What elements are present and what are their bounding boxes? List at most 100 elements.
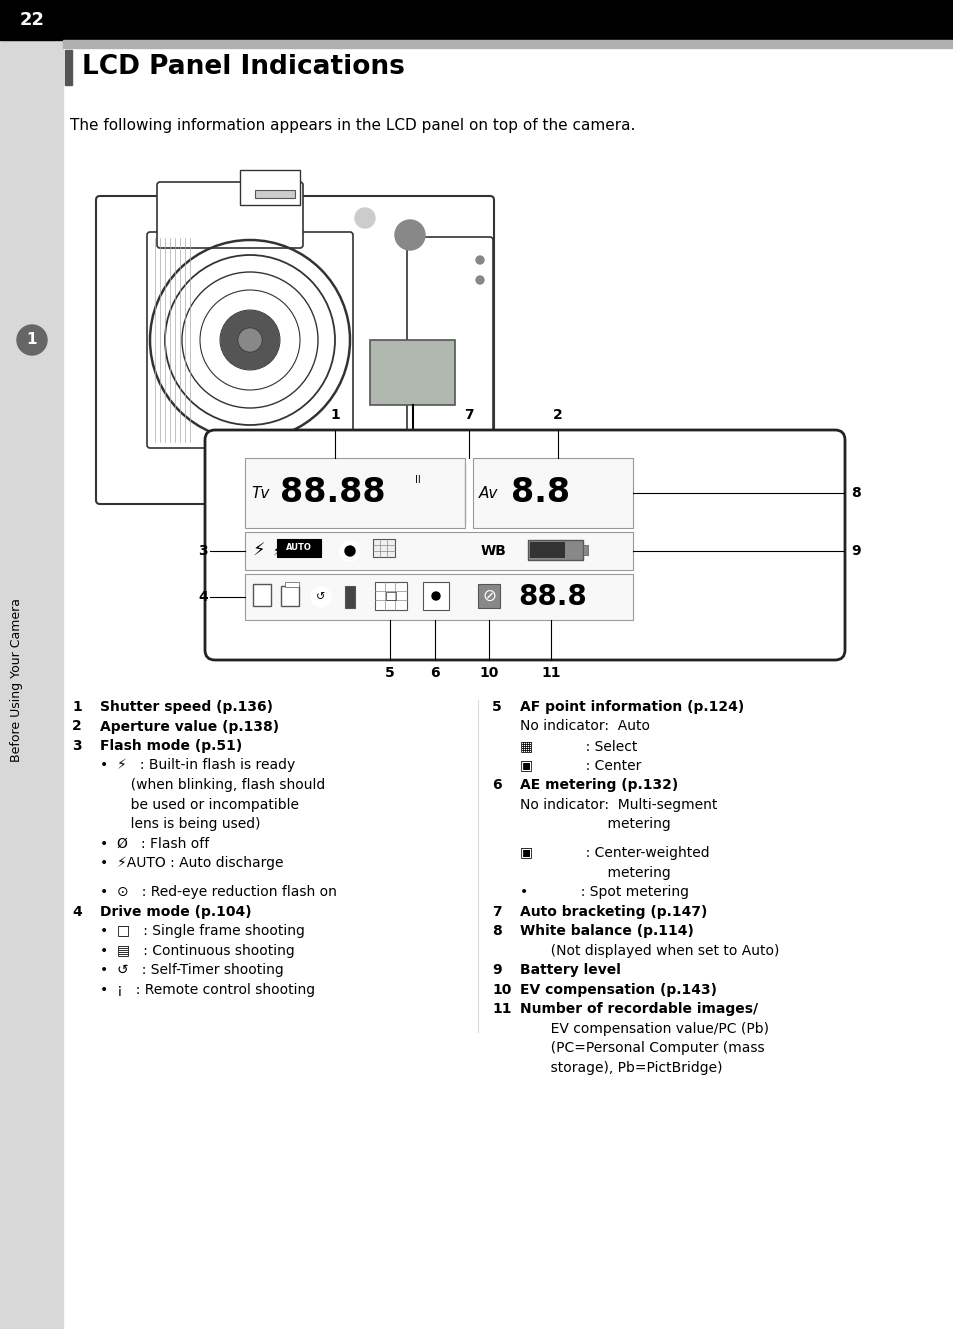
Bar (473, 459, 633, 528)
Text: 6: 6 (430, 666, 439, 680)
Text: 8.8: 8.8 (511, 477, 570, 509)
Bar (527, 540, 582, 560)
Circle shape (476, 276, 483, 284)
Bar (370, 340, 455, 405)
Bar (245, 459, 464, 528)
FancyBboxPatch shape (407, 237, 493, 443)
Text: •  ¡   : Remote control shooting: • ¡ : Remote control shooting (100, 982, 314, 997)
Circle shape (311, 587, 331, 607)
Text: •  Ø   : Flash off: • Ø : Flash off (100, 836, 209, 851)
Text: (PC=Personal Computer (mass: (PC=Personal Computer (mass (519, 1041, 763, 1055)
Text: 8: 8 (850, 486, 860, 500)
Bar (240, 170, 299, 205)
Bar (65, 51, 71, 85)
Text: •            : Spot metering: • : Spot metering (519, 885, 688, 900)
Circle shape (17, 326, 47, 355)
Text: 5: 5 (492, 700, 501, 714)
Circle shape (428, 587, 443, 603)
Bar (285, 582, 298, 587)
Text: ▣            : Center: ▣ : Center (519, 759, 640, 772)
Text: 3: 3 (198, 544, 208, 558)
Circle shape (375, 199, 444, 270)
Text: metering: metering (519, 865, 670, 880)
Text: No indicator:  Multi-segment: No indicator: Multi-segment (519, 797, 717, 812)
Bar (0, 0, 953, 40)
Circle shape (447, 276, 482, 314)
Bar (386, 591, 395, 599)
Bar (422, 582, 449, 610)
Circle shape (239, 330, 261, 351)
Text: ⚡: ⚡ (253, 542, 265, 560)
Circle shape (345, 546, 355, 556)
Text: be used or incompatible: be used or incompatible (100, 797, 298, 812)
Text: 6: 6 (492, 777, 501, 792)
Circle shape (355, 209, 375, 229)
Circle shape (221, 311, 278, 369)
Text: II: II (415, 474, 420, 485)
Text: 9: 9 (850, 544, 860, 558)
Text: Auto bracketing (p.147): Auto bracketing (p.147) (519, 905, 706, 918)
Text: •  □   : Single frame shooting: • □ : Single frame shooting (100, 924, 305, 938)
Text: Before Using Your Camera: Before Using Your Camera (10, 598, 24, 762)
Text: 88.88: 88.88 (280, 477, 385, 509)
Text: 4: 4 (71, 905, 82, 918)
Text: lens is being used): lens is being used) (100, 817, 260, 831)
FancyBboxPatch shape (205, 431, 844, 661)
Text: 1: 1 (71, 700, 82, 714)
Bar (245, 532, 633, 570)
Text: ↺: ↺ (316, 591, 325, 602)
Text: LCD Panel Indications: LCD Panel Indications (82, 54, 404, 80)
Bar (63, 40, 953, 48)
Bar (530, 542, 564, 558)
Text: Shutter speed (p.136): Shutter speed (p.136) (100, 700, 273, 714)
Text: ⊘: ⊘ (481, 587, 496, 605)
Text: ▦            : Select: ▦ : Select (519, 739, 637, 754)
Bar (373, 540, 395, 557)
Text: (when blinking, flash should: (when blinking, flash should (100, 777, 325, 792)
Bar (276, 540, 320, 557)
Text: 8: 8 (492, 924, 501, 938)
Text: 10: 10 (478, 666, 498, 680)
Text: WB: WB (480, 544, 506, 558)
Bar (375, 582, 407, 610)
Bar (477, 583, 499, 607)
Text: AUTO: AUTO (286, 544, 312, 553)
Text: The following information appears in the LCD panel on top of the camera.: The following information appears in the… (70, 118, 635, 133)
Text: storage), Pb=PictBridge): storage), Pb=PictBridge) (519, 1061, 721, 1075)
Text: 7: 7 (492, 905, 501, 918)
Bar (582, 545, 587, 556)
Bar (281, 586, 298, 606)
Text: •  ▤   : Continuous shooting: • ▤ : Continuous shooting (100, 944, 294, 958)
Text: AE metering (p.132): AE metering (p.132) (519, 777, 678, 792)
Text: Drive mode (p.104): Drive mode (p.104) (100, 905, 252, 918)
Text: 5: 5 (385, 666, 395, 680)
Text: 10: 10 (492, 982, 511, 997)
Text: (Not displayed when set to Auto): (Not displayed when set to Auto) (519, 944, 779, 958)
Text: 4: 4 (198, 590, 208, 603)
Text: •  ⚡   : Built-in flash is ready: • ⚡ : Built-in flash is ready (100, 759, 294, 772)
Text: ▣            : Center-weighted: ▣ : Center-weighted (519, 847, 709, 860)
Text: 2: 2 (71, 719, 82, 734)
Bar (253, 583, 271, 606)
Text: EV compensation (p.143): EV compensation (p.143) (519, 982, 717, 997)
Text: metering: metering (519, 817, 670, 831)
FancyBboxPatch shape (157, 182, 303, 249)
Text: 1: 1 (27, 332, 37, 347)
Text: EV compensation value/PC (Pb): EV compensation value/PC (Pb) (519, 1022, 768, 1035)
Text: •  ⊙   : Red-eye reduction flash on: • ⊙ : Red-eye reduction flash on (100, 885, 336, 900)
Text: Battery level: Battery level (519, 964, 620, 977)
Text: Aperture value (p.138): Aperture value (p.138) (100, 719, 279, 734)
Text: 11: 11 (540, 666, 560, 680)
Circle shape (395, 221, 424, 250)
Text: 9: 9 (492, 964, 501, 977)
Text: 2: 2 (553, 408, 562, 423)
FancyBboxPatch shape (96, 195, 494, 504)
Text: ⚡: ⚡ (273, 545, 281, 557)
Text: 3: 3 (71, 739, 82, 754)
Text: 22: 22 (19, 11, 45, 29)
Circle shape (339, 541, 359, 561)
Circle shape (476, 256, 483, 264)
Bar (0, 40, 63, 1329)
Text: •  ⚡AUTO : Auto discharge: • ⚡AUTO : Auto discharge (100, 856, 283, 870)
Text: 88.8: 88.8 (517, 583, 586, 611)
